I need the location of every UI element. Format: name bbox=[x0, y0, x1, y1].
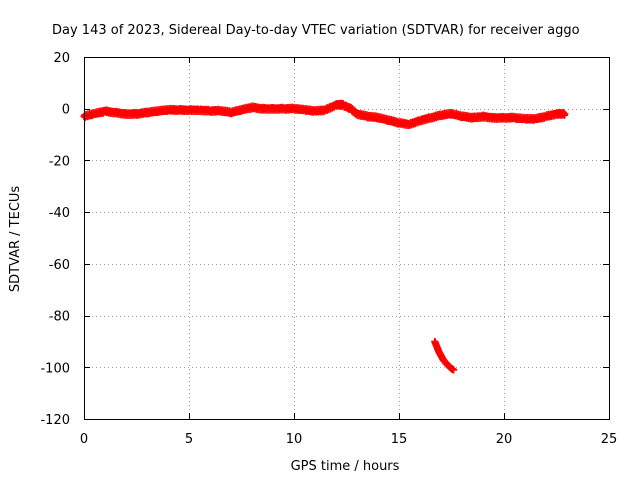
plot-frame bbox=[84, 57, 610, 420]
y-tick-label: 0 bbox=[62, 103, 70, 118]
y-tick-label: -120 bbox=[40, 413, 70, 428]
chart-title: Day 143 of 2023, Sidereal Day-to-day VTE… bbox=[52, 23, 580, 38]
x-tick-label: 20 bbox=[496, 432, 513, 447]
x-tick-label: 0 bbox=[80, 432, 88, 447]
y-tick-label: -100 bbox=[40, 361, 70, 376]
x-tick-label: 15 bbox=[391, 432, 408, 447]
x-tick-label: 5 bbox=[185, 432, 193, 447]
y-tick-label: 20 bbox=[53, 51, 70, 66]
y-axis: 20 0 -20 -40 -60 -80 -100 -120 bbox=[40, 51, 609, 428]
x-axis-label: GPS time / hours bbox=[291, 459, 400, 474]
y-axis-label: SDTVAR / TECUs bbox=[8, 186, 23, 293]
x-axis: 0 5 10 15 20 25 bbox=[80, 57, 617, 447]
data-point bbox=[561, 110, 569, 118]
y-tick-label: -80 bbox=[49, 310, 70, 325]
y-tick-label: -20 bbox=[49, 154, 70, 169]
data-points bbox=[80, 99, 569, 374]
y-tick-label: -60 bbox=[49, 258, 70, 273]
x-tick-label: 10 bbox=[286, 432, 303, 447]
data-point bbox=[450, 366, 458, 374]
x-tick-label: 25 bbox=[601, 432, 618, 447]
y-tick-label: -40 bbox=[49, 206, 70, 221]
